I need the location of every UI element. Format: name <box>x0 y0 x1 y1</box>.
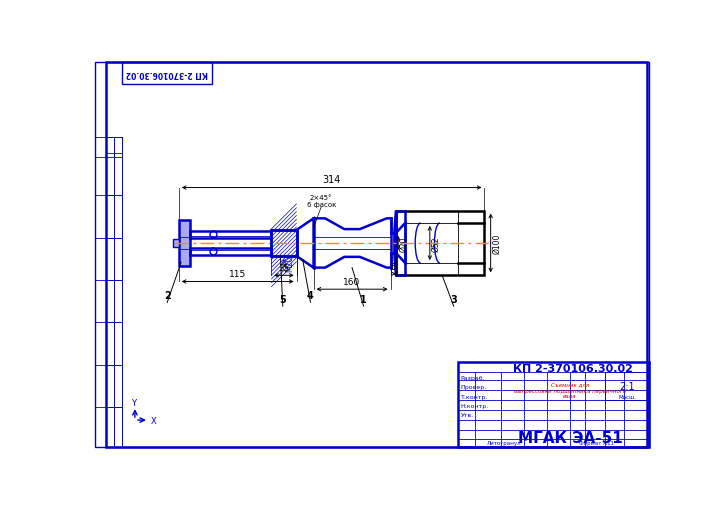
Text: Провер.: Провер. <box>460 385 487 390</box>
Text: 4: 4 <box>307 290 314 300</box>
Text: Т.контр.: Т.контр. <box>460 394 488 399</box>
Bar <box>272 230 297 257</box>
Text: 5: 5 <box>280 294 286 304</box>
Text: 3: 3 <box>450 294 457 304</box>
Text: X: X <box>150 416 156 425</box>
Text: 115: 115 <box>229 270 246 279</box>
Bar <box>122 63 212 84</box>
Text: 314: 314 <box>322 175 340 185</box>
Bar <box>396 211 405 276</box>
Text: 2:1: 2:1 <box>619 381 635 391</box>
Text: Y: Y <box>131 398 136 407</box>
Text: МГАК ЭА-51: МГАК ЭА-51 <box>518 430 622 444</box>
Bar <box>458 363 649 447</box>
Text: Ø100: Ø100 <box>492 233 501 254</box>
Text: 1: 1 <box>360 294 367 304</box>
Bar <box>179 221 190 267</box>
Text: Масш.: Масш. <box>618 395 636 399</box>
Text: 160: 160 <box>343 278 361 286</box>
Text: Ø52: Ø52 <box>431 236 441 251</box>
Bar <box>396 211 484 276</box>
Text: M20: M20 <box>285 256 295 272</box>
Text: Ø20: Ø20 <box>400 236 409 251</box>
Text: Литогранул: Литогранул <box>487 440 522 445</box>
Text: Н.контр.: Н.контр. <box>460 403 489 408</box>
Text: 2×45°
6 фасок: 2×45° 6 фасок <box>306 194 336 208</box>
Text: 35: 35 <box>279 264 289 273</box>
Bar <box>605 373 649 400</box>
Text: 6: 6 <box>391 262 396 271</box>
Bar <box>272 230 297 257</box>
Text: Разраб.: Разраб. <box>460 376 485 380</box>
Text: КП 2-370106.30.02: КП 2-370106.30.02 <box>126 69 208 78</box>
Text: КП 2-370106.30.02: КП 2-370106.30.02 <box>513 363 633 373</box>
Bar <box>174 240 179 247</box>
Text: Утв.: Утв. <box>460 413 474 417</box>
Text: 2: 2 <box>164 290 171 300</box>
Text: Съемник для
выпрессовки подшипника первичного
вала: Съемник для выпрессовки подшипника перви… <box>514 382 626 398</box>
Text: Формат А11: Формат А11 <box>579 440 614 445</box>
